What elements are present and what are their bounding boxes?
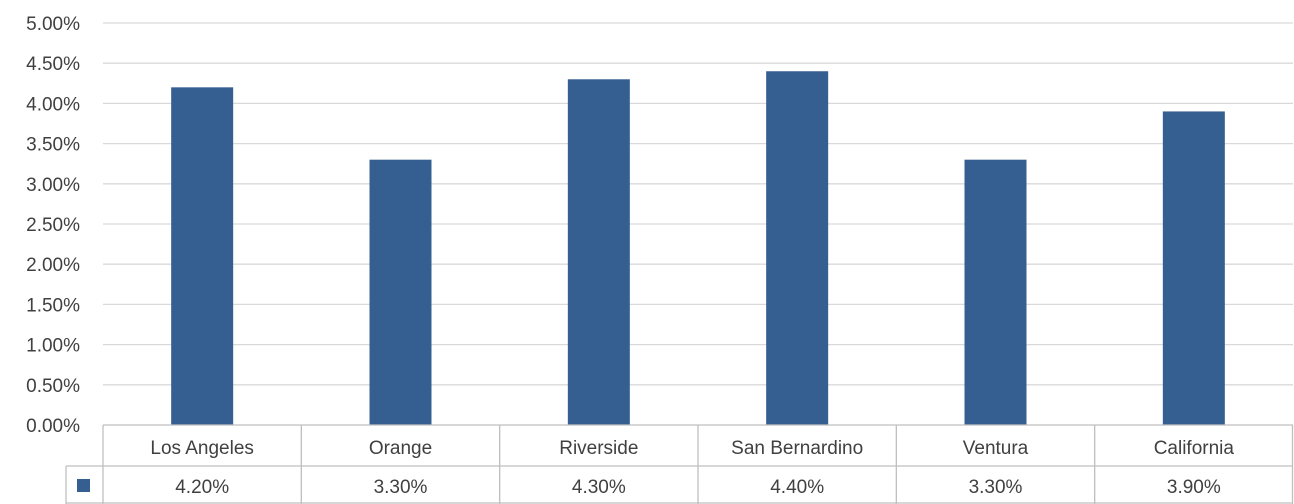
y-tick-label: 5.00% (26, 14, 80, 35)
value-label: 4.30% (572, 477, 626, 498)
y-tick-label: 2.00% (26, 255, 80, 276)
y-tick-label: 1.50% (26, 295, 80, 316)
category-label: Orange (369, 438, 432, 459)
y-tick-label: 4.00% (26, 94, 80, 115)
gridlines (103, 22, 1293, 386)
category-label: San Bernardino (731, 438, 863, 459)
y-tick-label: 0.00% (26, 416, 80, 437)
bar (1162, 111, 1225, 425)
y-tick-label: 1.00% (26, 336, 80, 357)
category-label: Los Angeles (150, 438, 254, 459)
category-label: Riverside (559, 438, 638, 459)
y-tick-label: 2.50% (26, 215, 80, 236)
category-label: California (1154, 438, 1235, 459)
y-tick-label: 3.50% (26, 135, 80, 156)
value-label: 3.30% (969, 477, 1023, 498)
data-table: Los Angeles Orange Riverside San Bernardino… (65, 424, 1294, 504)
y-tick-label: 3.00% (26, 175, 80, 196)
value-label: 3.90% (1167, 477, 1221, 498)
bar (171, 87, 234, 425)
value-label: 3.30% (374, 477, 428, 498)
bar (964, 159, 1027, 425)
y-tick-label: 0.50% (26, 376, 80, 397)
bar (766, 71, 829, 426)
bar (567, 79, 630, 425)
category-label: Ventura (963, 438, 1029, 459)
value-label: 4.20% (175, 477, 229, 498)
bar (369, 159, 432, 425)
y-axis-tick-labels: 0.00% 0.50% 1.00% 1.50% 2.00% 2.50% 3.00% 3.50%… (26, 14, 80, 437)
value-label: 4.40% (770, 477, 824, 498)
bars (171, 71, 1225, 426)
legend-key (77, 479, 90, 492)
y-tick-label: 4.50% (26, 54, 80, 75)
